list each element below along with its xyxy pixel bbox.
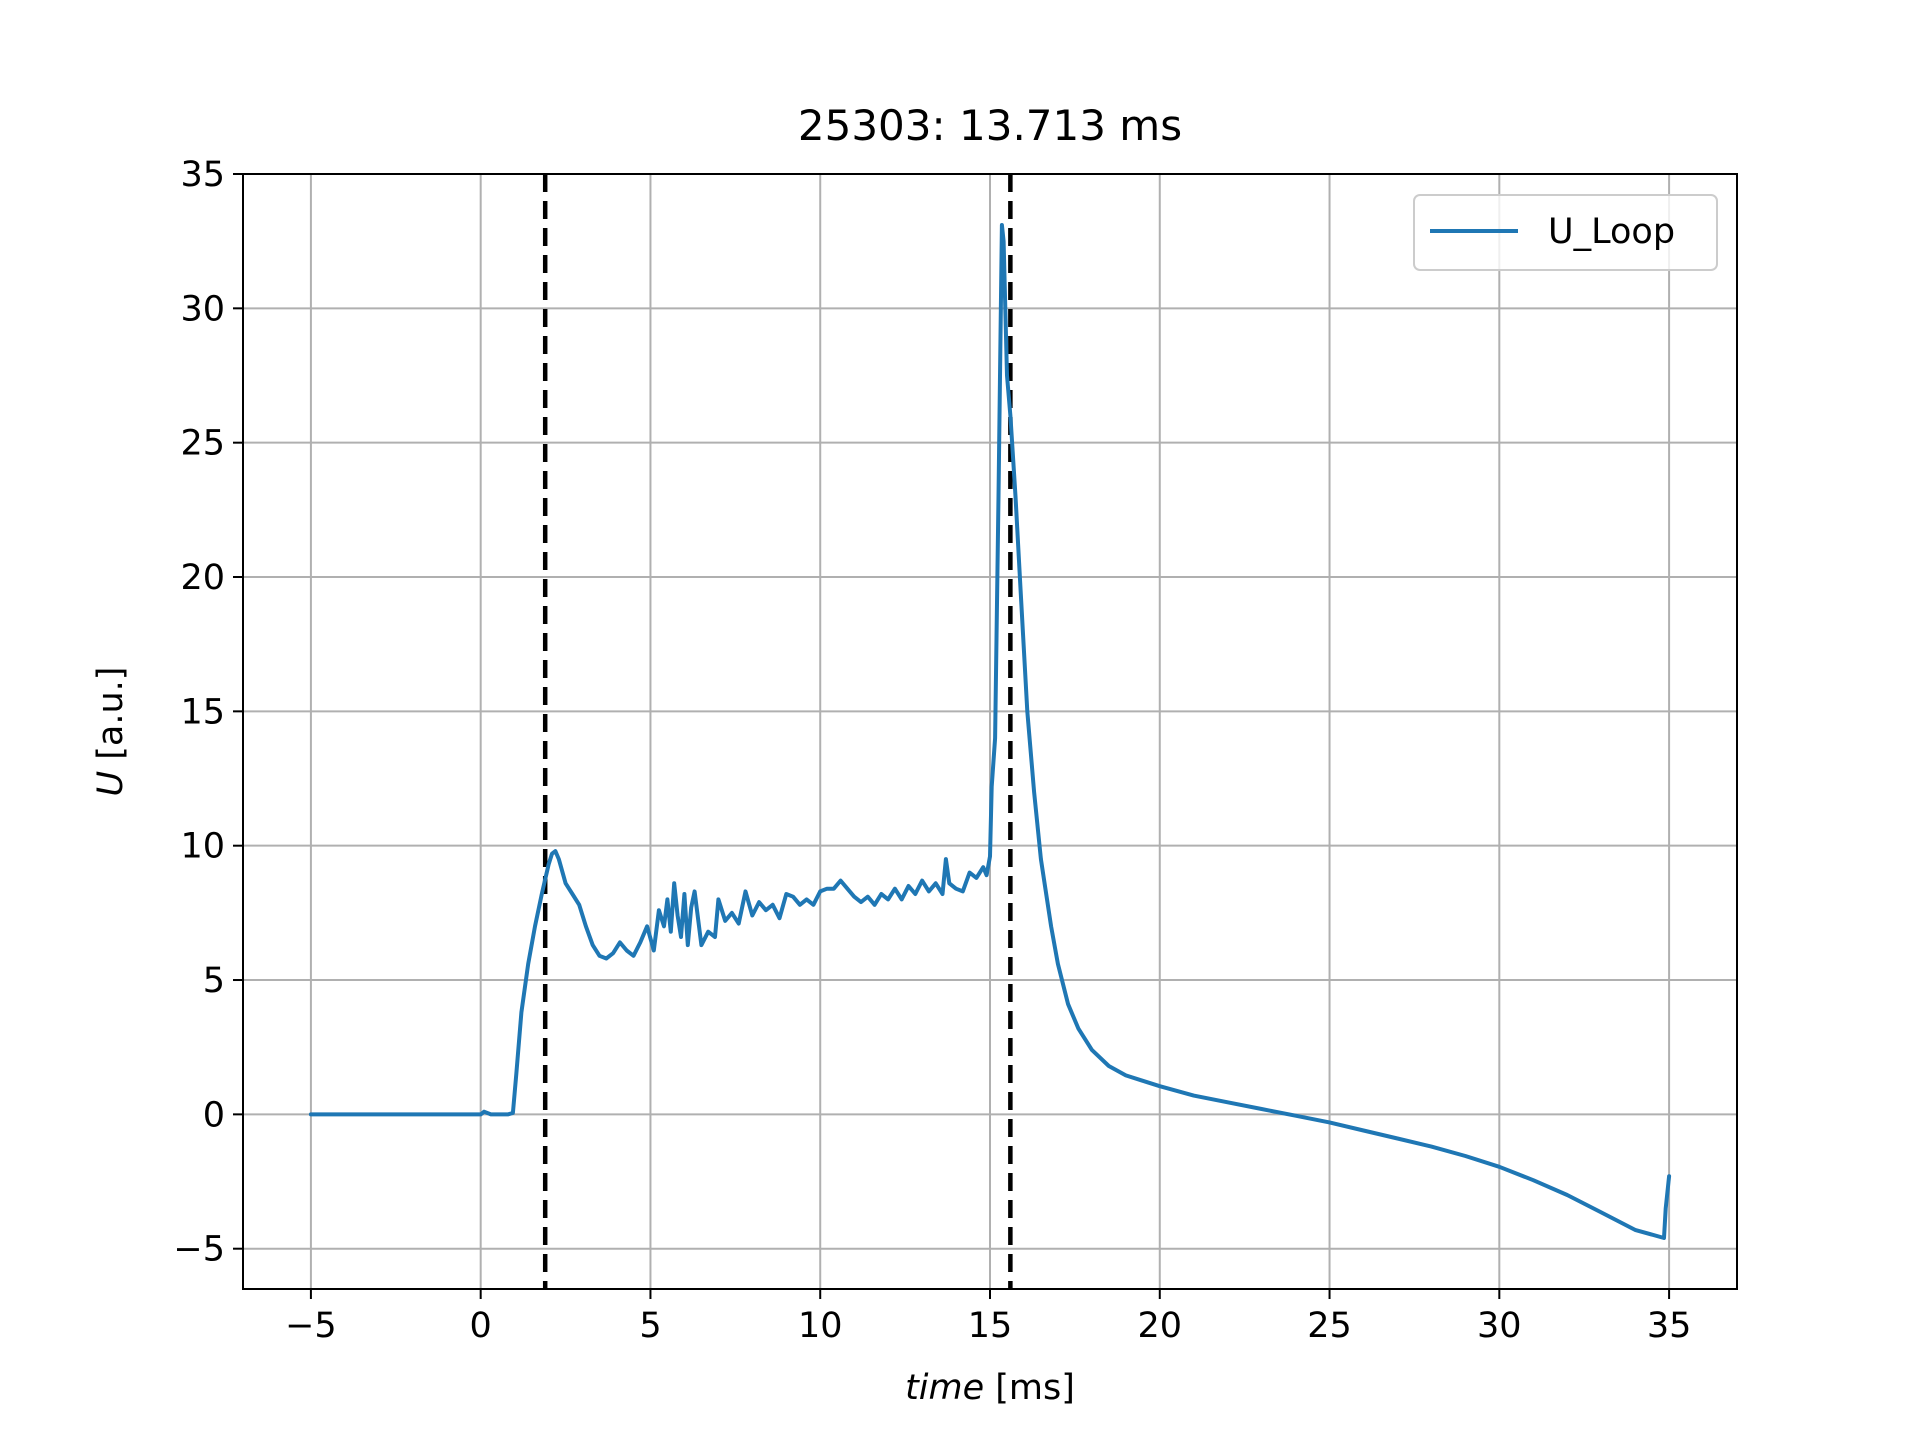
y-axis-label-quantity: U (91, 771, 131, 797)
x-axis-label-unit: [ms] (984, 1368, 1075, 1408)
grid (243, 173, 1737, 1289)
x-axis-label: time [ms] (905, 1368, 1075, 1408)
axis-ticks: −5 0 5 10 15 20 25 30 35 −5 0 5 10 15 20 25 30 35 (173, 155, 1691, 1346)
y-tick-label: 30 (180, 289, 225, 329)
y-tick-label: 15 (180, 692, 225, 732)
x-tick-label: 10 (798, 1306, 843, 1346)
x-tick-label: 15 (968, 1306, 1013, 1346)
y-tick-label: 0 (203, 1095, 225, 1135)
y-tick-label: 35 (180, 155, 225, 195)
legend: U_Loop (1413, 194, 1718, 271)
legend-label-u-loop: U_Loop (1548, 212, 1675, 252)
x-tick-label: 25 (1307, 1306, 1352, 1346)
y-tick-label: 20 (180, 558, 225, 598)
y-tick-label: −5 (173, 1230, 225, 1270)
y-axis-label: U [a.u.] (91, 667, 131, 797)
dashed-marker-lines (542, 174, 1013, 1289)
x-tick-label: 5 (639, 1306, 661, 1346)
x-tick-label: 20 (1137, 1306, 1182, 1346)
chart-title: 25303: 13.713 ms (798, 101, 1182, 150)
y-axis-label-unit: [a.u.] (91, 667, 131, 771)
series-line-u-loop (308, 223, 1672, 1240)
legend-box (1413, 194, 1718, 271)
x-axis-label-quantity: time (905, 1368, 984, 1408)
x-tick-label: 0 (470, 1306, 492, 1346)
x-tick-label: 35 (1647, 1306, 1692, 1346)
plot-series (308, 223, 1672, 1240)
x-tick-label: 30 (1477, 1306, 1522, 1346)
y-tick-label: 25 (180, 424, 225, 464)
y-tick-label: 5 (203, 961, 225, 1001)
x-tick-label: −5 (285, 1306, 337, 1346)
y-tick-label: 10 (180, 827, 225, 867)
